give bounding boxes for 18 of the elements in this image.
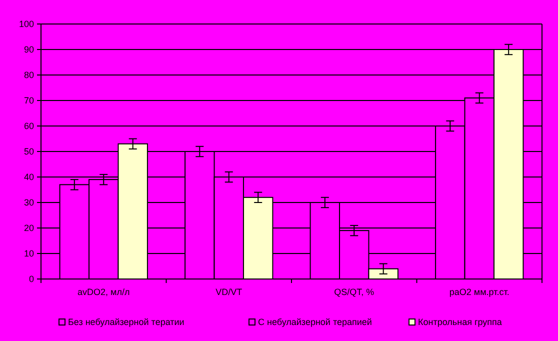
legend-label: Контрольная группа — [418, 317, 502, 327]
y-tick-label: 60 — [24, 121, 34, 132]
y-tick-label: 40 — [24, 172, 34, 182]
legend-label: Без небулайзерной тератии — [68, 317, 184, 327]
y-tick-label: 80 — [24, 70, 34, 80]
y-tick-label: 50 — [24, 146, 34, 157]
y-tick-label: 20 — [24, 223, 34, 234]
y-tick-label: 90 — [24, 44, 34, 55]
y-tick-label: 30 — [24, 198, 34, 208]
x-tick-label: avDO2, мл/л — [78, 287, 130, 297]
x-tick-label: VD/VT — [216, 287, 243, 297]
legend-label: С небулайзерной терапией — [258, 317, 372, 327]
y-tick-label: 100 — [18, 19, 34, 30]
x-tick-label: QS/QT, % — [334, 287, 374, 297]
y-tick-label: 70 — [24, 96, 34, 106]
y-tick-label: 0 — [28, 274, 34, 284]
x-tick-label: paO2 мм.рт.ст. — [449, 287, 510, 297]
y-tick-label: 10 — [24, 248, 34, 259]
